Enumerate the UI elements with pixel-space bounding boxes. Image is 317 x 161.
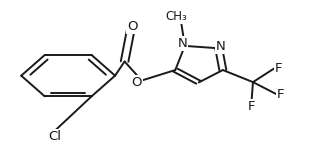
Text: CH₃: CH₃	[166, 10, 187, 23]
Text: N: N	[178, 37, 187, 50]
Text: F: F	[248, 100, 255, 113]
Text: F: F	[275, 62, 283, 75]
Text: N: N	[216, 40, 226, 53]
Text: O: O	[132, 76, 142, 89]
Text: Cl: Cl	[48, 130, 61, 143]
Text: O: O	[127, 20, 138, 33]
Text: F: F	[277, 88, 284, 101]
